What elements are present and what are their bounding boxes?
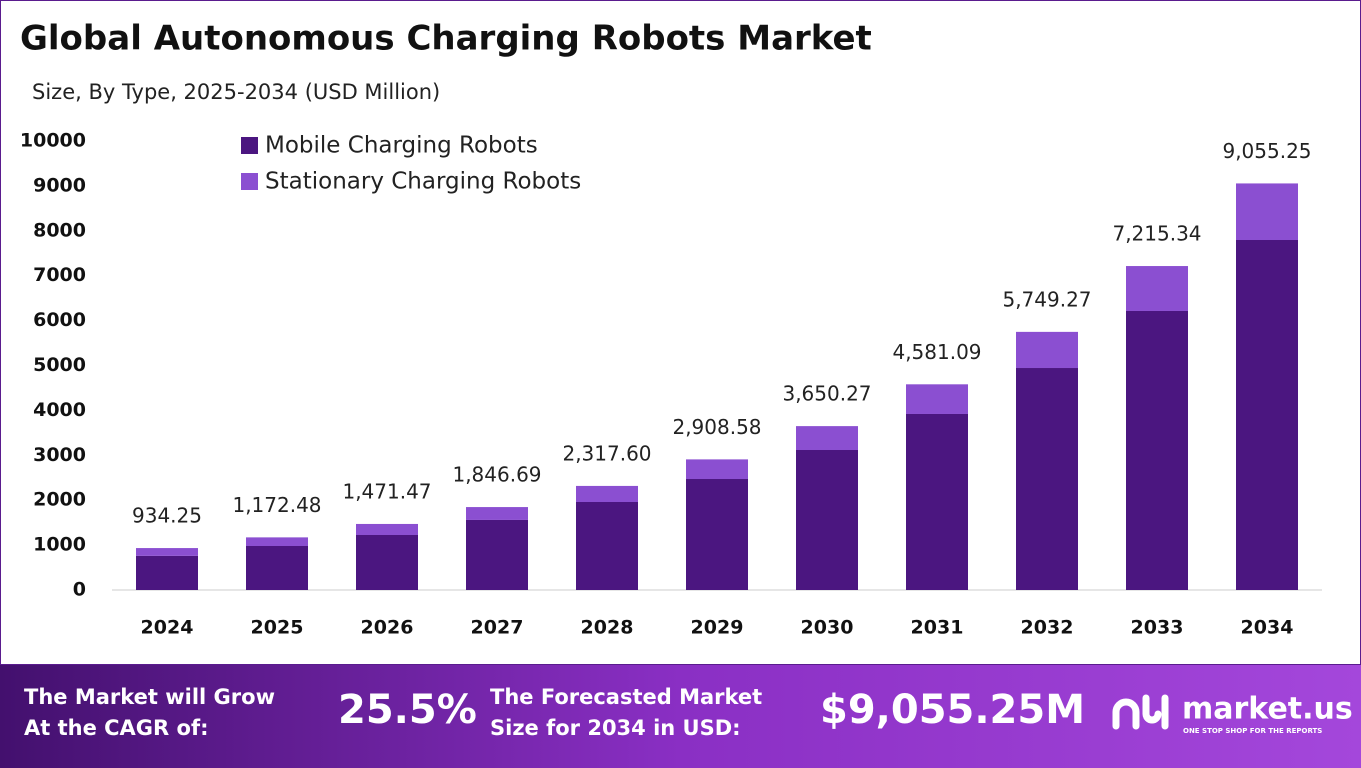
x-tick-label: 2028 [581,617,634,639]
y-tick-label: 2000 [33,489,86,511]
legend-label: Mobile Charging Robots [265,133,538,159]
y-tick-label: 10000 [20,130,86,152]
total-label: 2,317.60 [562,441,651,465]
banner-text: Size for 2034 in USD: [490,716,741,740]
bar-segment [1236,240,1298,590]
banner-text: The Market will Grow [24,685,275,709]
total-label: 9,055.25 [1222,139,1311,163]
bar-segment [356,523,418,535]
brand: market.us [1182,692,1353,727]
x-tick-label: 2024 [141,617,194,639]
banner-text: At the CAGR of: [24,716,209,740]
chart-title: Global Autonomous Charging Robots Market [20,19,872,59]
x-tick-label: 2031 [911,617,964,639]
bar-segment [1126,266,1188,311]
legend-swatch [241,137,258,154]
legend-label: Stationary Charging Robots [265,169,581,195]
y-tick-label: 4000 [33,399,86,421]
x-tick-label: 2025 [251,617,304,639]
y-tick-label: 1000 [33,534,86,556]
x-tick-label: 2034 [1241,617,1294,639]
x-tick-label: 2032 [1021,617,1074,639]
total-label: 1,471.47 [342,479,431,503]
bar-segment [246,537,308,546]
chart-subtitle: Size, By Type, 2025-2034 (USD Million) [32,80,440,104]
y-tick-label: 5000 [33,354,86,376]
bar-segment [136,555,198,590]
bar-segment [906,384,968,414]
bar-segment [576,485,638,502]
x-tick-label: 2033 [1131,617,1184,639]
y-tick-label: 0 [73,579,86,601]
x-tick-label: 2026 [361,617,414,639]
tagline: ONE STOP SHOP FOR THE REPORTS [1183,727,1322,735]
forecast-value: $9,055.25M [820,687,1085,733]
total-label: 5,749.27 [1002,287,1091,311]
bar-segment [466,519,528,590]
bar-segment [796,450,858,590]
total-label: 7,215.34 [1112,222,1201,246]
bar-segment [1016,368,1078,590]
banner-text: The Forecasted Market [490,685,762,709]
total-label: 4,581.09 [892,340,981,364]
bar-segment [136,548,198,556]
total-label: 3,650.27 [782,382,871,406]
bar-segment [246,545,308,590]
x-tick-label: 2029 [691,617,744,639]
x-tick-label: 2030 [801,617,854,639]
y-tick-label: 8000 [33,219,86,241]
y-tick-label: 7000 [33,264,86,286]
total-label: 1,846.69 [452,463,541,487]
bar-segment [356,534,418,590]
y-tick-label: 3000 [33,444,86,466]
bar-segment [576,501,638,590]
x-tick-label: 2027 [471,617,524,639]
bar-segment [466,507,528,520]
bar-segment [1126,310,1188,590]
total-label: 2,908.58 [672,415,761,439]
bar-segment [906,413,968,590]
total-label: 934.25 [132,504,202,528]
total-label: 1,172.48 [232,493,321,517]
bar-segment [686,459,748,480]
y-tick-label: 6000 [33,309,86,331]
logo-icon [1112,694,1169,730]
bar-segment [1016,331,1078,369]
bar-segment [686,479,748,590]
legend-swatch [241,173,258,190]
y-tick-label: 9000 [33,174,86,196]
bar-segment [1236,183,1298,241]
cagr-value: 25.5% [338,687,477,733]
bar-segment [796,426,858,451]
